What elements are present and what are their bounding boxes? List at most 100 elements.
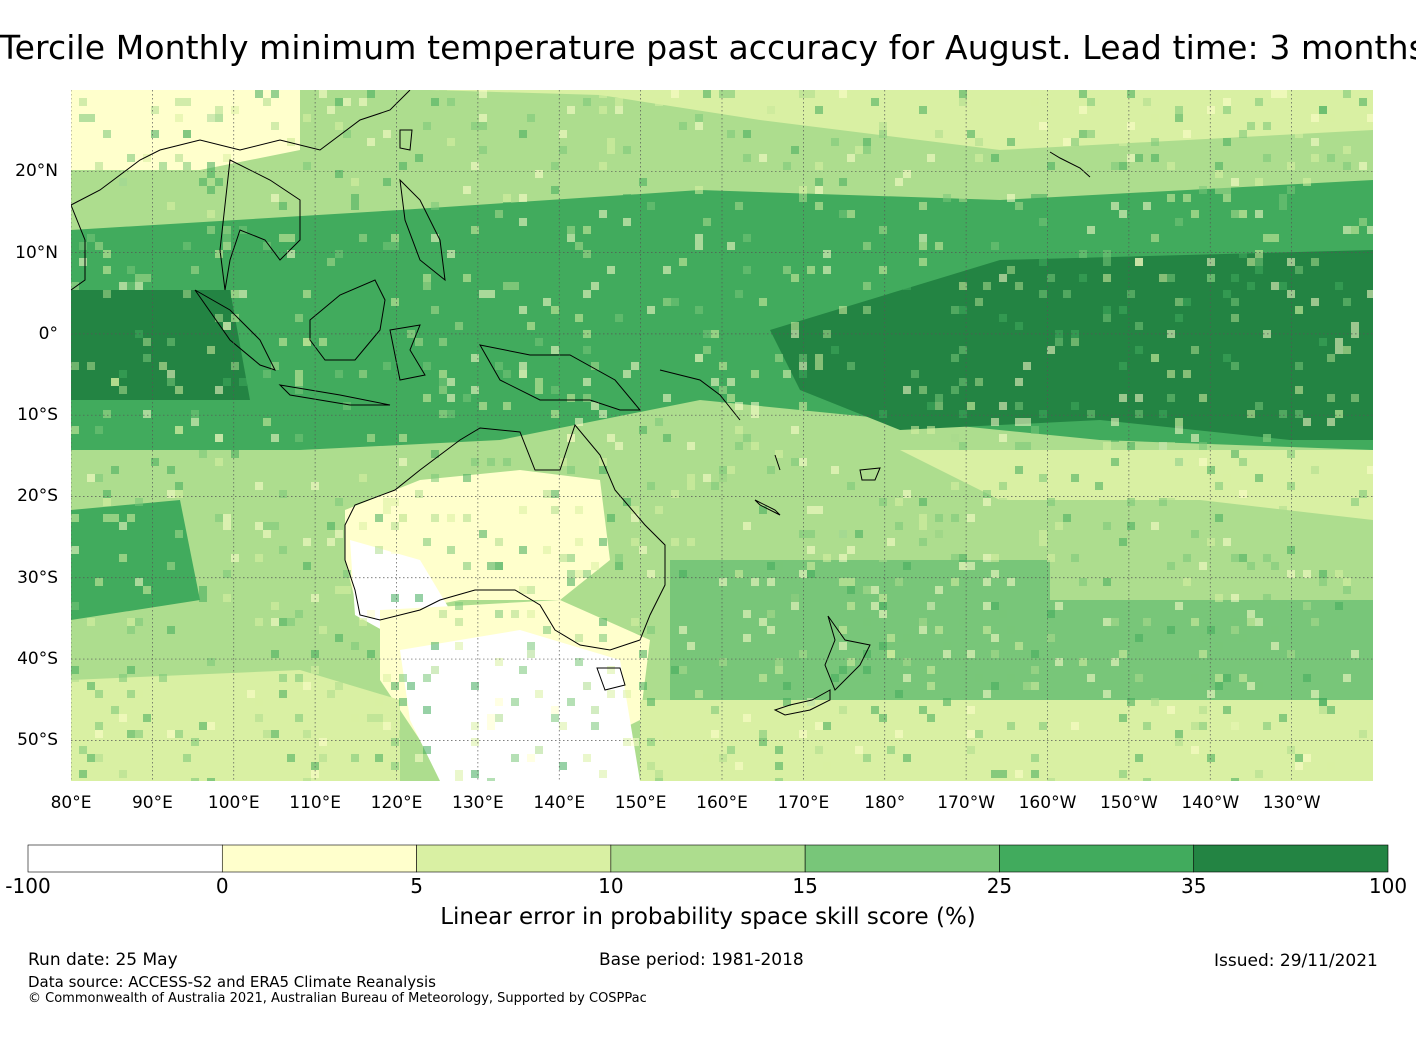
field-cell — [1151, 234, 1159, 242]
field-cell — [207, 186, 215, 194]
field-cell — [455, 322, 463, 330]
field-cell — [1223, 138, 1231, 146]
field-cell — [887, 538, 895, 546]
field-cell — [551, 346, 559, 354]
field-cell — [167, 466, 175, 474]
field-cell — [1047, 162, 1055, 170]
field-cell — [279, 546, 287, 554]
field-cell — [71, 602, 79, 610]
field-cell — [279, 618, 287, 626]
field-cell — [775, 666, 783, 674]
field-cell — [1103, 250, 1111, 258]
field-cell — [1215, 674, 1223, 682]
field-cell — [919, 234, 927, 242]
field-cell — [623, 122, 631, 130]
field-cell — [919, 106, 927, 114]
field-cell — [911, 474, 919, 482]
field-cell — [359, 522, 367, 530]
field-cell — [959, 554, 967, 562]
field-cell — [503, 202, 511, 210]
field-cell — [1199, 394, 1207, 402]
field-cell — [1199, 706, 1207, 714]
field-cell — [423, 394, 431, 402]
field-cell — [1175, 114, 1183, 122]
field-cell — [1335, 282, 1343, 290]
field-cell — [695, 114, 703, 122]
field-cell — [1047, 610, 1055, 618]
field-cell — [95, 690, 103, 698]
field-cell — [1271, 562, 1279, 570]
field-cell — [135, 730, 143, 738]
field-cell — [663, 434, 671, 442]
field-cell — [879, 714, 887, 722]
field-cell — [1263, 594, 1271, 602]
field-cell — [71, 546, 79, 554]
longitude-label: 170°E — [777, 793, 830, 813]
field-cell — [1223, 474, 1231, 482]
field-cell — [991, 634, 999, 642]
field-cell — [991, 602, 999, 610]
longitude-label: 100°E — [207, 793, 260, 813]
field-cell — [543, 546, 551, 554]
field-cell — [495, 210, 503, 218]
field-cell — [1175, 458, 1183, 466]
field-cell — [1303, 570, 1311, 578]
field-cell — [559, 722, 567, 730]
field-cell — [463, 186, 471, 194]
field-cell — [551, 410, 559, 418]
field-cell — [287, 234, 295, 242]
field-cell — [1255, 178, 1263, 186]
field-cell — [431, 514, 439, 522]
field-cell — [527, 610, 535, 618]
field-cell — [783, 370, 791, 378]
field-cell — [167, 266, 175, 274]
field-cell — [759, 730, 767, 738]
field-cell — [927, 666, 935, 674]
field-cell — [1159, 442, 1167, 450]
field-cell — [1279, 410, 1287, 418]
field-cell — [471, 458, 479, 466]
field-cell — [751, 578, 759, 586]
field-cell — [1151, 138, 1159, 146]
field-cell — [607, 690, 615, 698]
field-cell — [847, 530, 855, 538]
field-cell — [999, 402, 1007, 410]
field-cell — [535, 386, 543, 394]
field-cell — [1263, 554, 1271, 562]
field-cell — [1191, 434, 1199, 442]
field-cell — [1087, 226, 1095, 234]
field-cell — [351, 114, 359, 122]
field-cell — [143, 410, 151, 418]
field-cell — [399, 162, 407, 170]
field-cell — [1231, 362, 1239, 370]
field-cell — [1191, 530, 1199, 538]
field-cell — [687, 450, 695, 458]
field-cell — [1231, 314, 1239, 322]
field-cell — [327, 538, 335, 546]
field-cell — [1183, 370, 1191, 378]
field-cell — [623, 690, 631, 698]
field-cell — [487, 562, 495, 570]
field-cell — [871, 586, 879, 594]
field-cell — [943, 642, 951, 650]
field-cell — [599, 90, 607, 98]
field-cell — [183, 98, 191, 106]
field-cell — [1087, 410, 1095, 418]
field-cell — [79, 778, 87, 781]
field-cell — [71, 362, 79, 370]
longitude-label: 130°W — [1262, 793, 1321, 813]
field-cell — [903, 634, 911, 642]
field-cell — [103, 250, 111, 258]
field-cell — [679, 666, 687, 674]
field-cell — [1103, 314, 1111, 322]
field-cell — [351, 194, 359, 202]
field-cell — [687, 474, 695, 482]
field-cell — [327, 274, 335, 282]
field-cell — [367, 434, 375, 442]
field-cell — [695, 690, 703, 698]
zone-indian-25 — [71, 500, 200, 620]
field-cell — [567, 578, 575, 586]
field-cell — [263, 242, 271, 250]
field-cell — [295, 674, 303, 682]
field-cell — [575, 658, 583, 666]
